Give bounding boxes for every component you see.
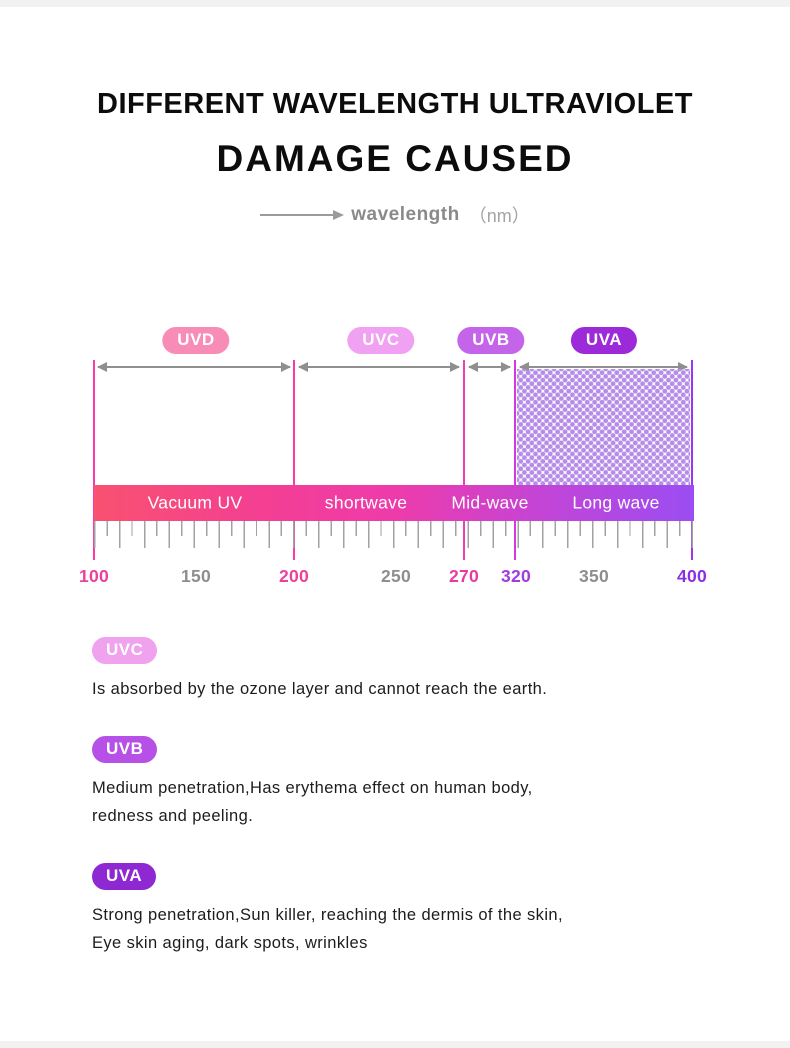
- scale-label-350: 350: [578, 566, 610, 586]
- range-arrow-uva: [519, 362, 688, 372]
- uvc-description-section: UVC Is absorbed by the ozone layer and c…: [92, 637, 732, 703]
- scale-label-250: 250: [380, 566, 412, 586]
- spectrum-gradient-bar: Vacuum UV shortwave Mid-wave Long wave: [94, 485, 694, 521]
- uva-dotted-region: [517, 369, 690, 485]
- uva-description-section: UVA Strong penetration,Sun killer, reach…: [92, 863, 732, 957]
- scale-label-400: 400: [676, 566, 708, 586]
- range-arrow-uvc: [298, 362, 460, 372]
- uva-description-text: Strong penetration,Sun killer, reaching …: [92, 901, 732, 957]
- text-line: Eye skin aging, dark spots, wrinkles: [92, 934, 368, 952]
- scale-label-200: 200: [278, 566, 310, 586]
- uvc-description-text: Is absorbed by the ozone layer and canno…: [92, 675, 732, 703]
- boundary-line-100: [93, 360, 95, 560]
- uvb-description-text: Medium penetration,Has erythema effect o…: [92, 774, 732, 830]
- bar-segment-label-longwave: Long wave: [572, 492, 660, 513]
- text-line: redness and peeling.: [92, 807, 254, 825]
- bar-segment-label-shortwave: shortwave: [324, 492, 408, 513]
- text-line: Strong penetration,Sun killer, reaching …: [92, 906, 563, 924]
- page-subtitle: DAMAGE CAUSED: [216, 138, 574, 179]
- text-line: Is absorbed by the ozone layer and canno…: [92, 680, 548, 698]
- boundary-line-320: [514, 360, 516, 560]
- page-margin-bottom: [0, 1041, 790, 1048]
- band-badge-uvd: UVD: [162, 327, 230, 354]
- bar-segment-label-vacuum-uv: Vacuum UV: [147, 492, 243, 513]
- axis-unit: （nm）: [468, 206, 530, 226]
- scale-label-320: 320: [500, 566, 532, 586]
- uva-badge: UVA: [92, 863, 157, 890]
- band-badge-uvc: UVC: [347, 327, 415, 354]
- axis-label: wavelength: [351, 204, 460, 225]
- uvc-badge: UVC: [92, 637, 158, 664]
- scale-label-150: 150: [180, 566, 212, 586]
- band-badge-uva: UVA: [570, 327, 638, 354]
- range-arrow-uvd: [97, 362, 291, 372]
- wavelength-axis-caption: wavelength （nm）: [0, 202, 790, 228]
- band-badge-uvb: UVB: [457, 327, 525, 354]
- page-title: DIFFERENT WAVELENGTH ULTRAVIOLET: [97, 88, 693, 120]
- ruler-major-ticks: [94, 521, 695, 548]
- uvb-description-section: UVB Medium penetration,Has erythema effe…: [92, 736, 732, 830]
- arrow-right-icon: [260, 210, 345, 220]
- boundary-line-270: [463, 360, 465, 560]
- boundary-line-400: [691, 360, 693, 560]
- boundary-line-200: [293, 360, 295, 560]
- range-arrow-uvb: [468, 362, 511, 372]
- page-margin-top: [0, 0, 790, 7]
- bar-segment-label-midwave: Mid-wave: [451, 492, 529, 513]
- scale-label-100: 100: [78, 566, 110, 586]
- uvb-badge: UVB: [92, 736, 158, 763]
- text-line: Medium penetration,Has erythema effect o…: [92, 779, 533, 797]
- scale-label-270: 270: [448, 566, 480, 586]
